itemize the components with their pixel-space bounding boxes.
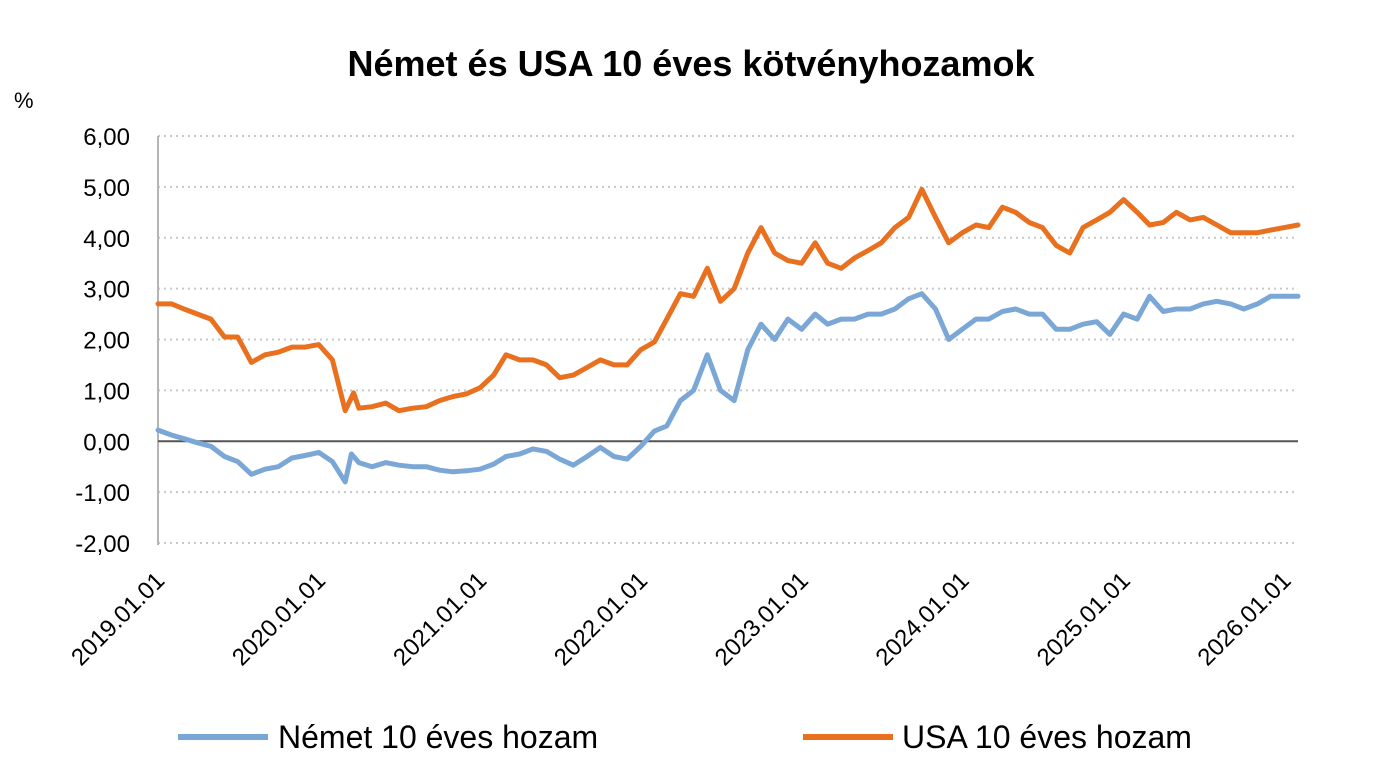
x-tick-label: 2019.01.01: [66, 567, 170, 671]
y-tick-label: 6,00: [83, 124, 130, 151]
y-tick-label: 4,00: [83, 226, 130, 253]
x-tick-label: 2020.01.01: [227, 567, 331, 671]
legend-label-usa: USA 10 éves hozam: [902, 719, 1192, 755]
legend: Német 10 éves hozam USA 10 éves hozam: [178, 719, 1192, 755]
y-tick-labels: -2,00 -1,00 0,00 1,00 2,00 3,00 4,00 5,00 6,00: [75, 124, 130, 558]
x-tick-label: 2023.01.01: [710, 567, 814, 671]
series-line-usa: [155, 186, 1301, 414]
chart-title: Német és USA 10 éves kötvényhozamok: [348, 43, 1036, 84]
x-tick-label: 2022.01.01: [549, 567, 653, 671]
y-tick-label: -2,00: [75, 531, 130, 558]
y-tick-label: -1,00: [75, 480, 130, 507]
y-tick-label: 0,00: [83, 429, 130, 456]
legend-label-nemet: Német 10 éves hozam: [278, 719, 598, 755]
y-tick-label: 2,00: [83, 328, 130, 355]
y-tick-label: 3,00: [83, 277, 130, 304]
series-lines: [155, 186, 1301, 485]
y-tick-label: 1,00: [83, 378, 130, 405]
x-tick-label: 2025.01.01: [1032, 567, 1136, 671]
x-tick-label: 2024.01.01: [871, 567, 975, 671]
y-axis-unit-label: %: [14, 88, 34, 113]
y-tick-label: 5,00: [83, 175, 130, 202]
x-tick-label: 2021.01.01: [388, 567, 492, 671]
gridlines: [158, 135, 1298, 544]
x-tick-label: 2026.01.01: [1193, 567, 1297, 671]
series-line-nemet: [155, 291, 1301, 485]
x-tick-labels: 2019.01.01 2020.01.01 2021.01.01 2022.01.01…: [66, 567, 1296, 671]
